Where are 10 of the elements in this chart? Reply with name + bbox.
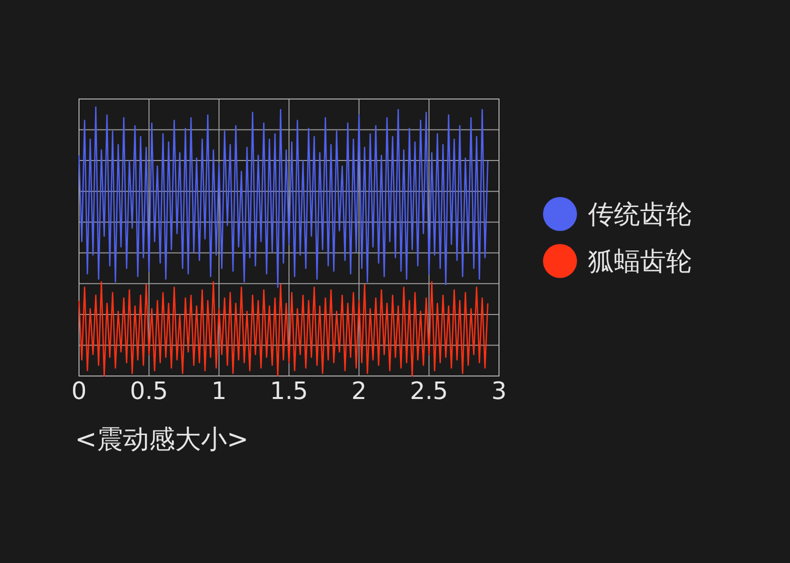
- x-tick-label: 1: [211, 377, 227, 405]
- x-tick-label: 0: [71, 377, 87, 405]
- x-tick-label: 1.5: [270, 377, 308, 405]
- x-tick-label: 0.5: [130, 377, 168, 405]
- x-tick-label: 2.5: [410, 377, 448, 405]
- x-tick-label: 2: [351, 377, 367, 405]
- x-axis-title: <震动感大小>: [75, 425, 249, 455]
- legend-label: 狐蝠齿轮: [588, 247, 692, 278]
- legend-label: 传统齿轮: [588, 200, 692, 230]
- x-tick-label: 3: [491, 377, 507, 405]
